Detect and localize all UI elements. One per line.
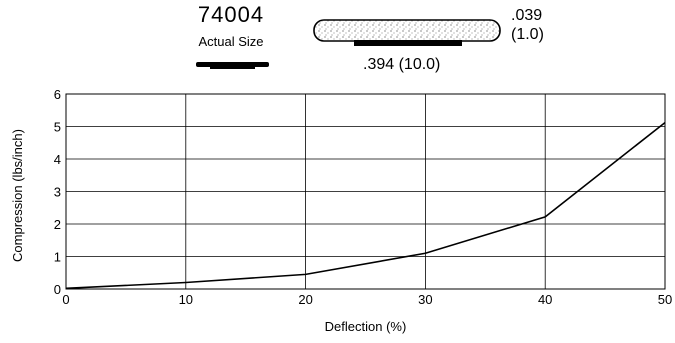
x-tick-label: 20 [298, 292, 312, 307]
y-tick-label: 1 [54, 250, 61, 265]
profile-diagram [313, 19, 501, 46]
part-number: 74004 [197, 2, 265, 27]
x-tick-label: 40 [538, 292, 552, 307]
y-tick-label: 3 [54, 185, 61, 200]
actual-size-label: Actual Size [198, 34, 264, 49]
x-tick-label: 30 [418, 292, 432, 307]
thickness-mm: (1.0) [511, 26, 544, 43]
x-tick-label: 0 [62, 292, 69, 307]
y-tick-label: 4 [54, 152, 61, 167]
plot-area: 0 10 20 30 40 50 0 1 2 3 4 5 6 Deflection (%) Compress… [10, 87, 672, 334]
x-tick-label: 10 [179, 292, 193, 307]
y-tick-label: 0 [54, 282, 61, 297]
plot-frame [65, 93, 666, 290]
thickness-dimension: .039 (1.0) [511, 6, 544, 44]
y-tick-label: 5 [54, 120, 61, 135]
x-axis-title: Deflection (%) [325, 319, 407, 334]
y-tick-label: 6 [54, 87, 61, 102]
x-tick-label: 50 [658, 292, 672, 307]
thickness-inches: .039 [511, 7, 543, 24]
actual-size-profile [196, 62, 269, 69]
width-dimension: .394 (10.0) [363, 56, 441, 73]
y-axis-title: Compression (lbs/inch) [10, 129, 25, 262]
series-line [65, 121, 666, 290]
y-tick-label: 2 [54, 217, 61, 232]
